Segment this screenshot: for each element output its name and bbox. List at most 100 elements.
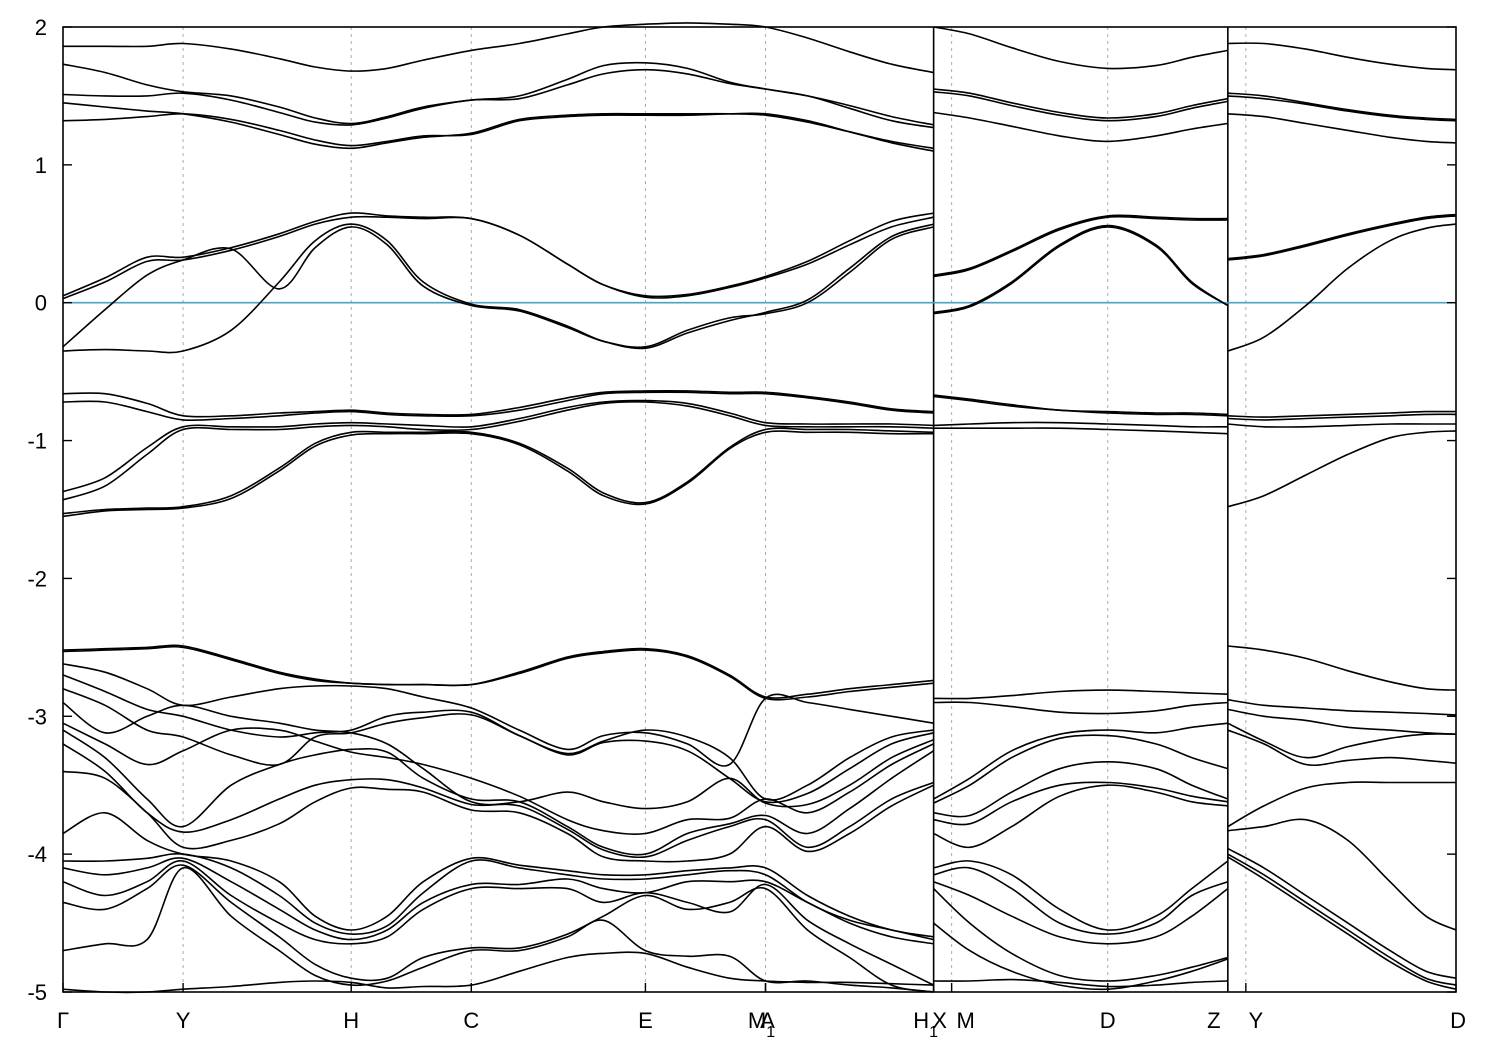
x-tick-label: A xyxy=(760,1008,775,1033)
band-line-s0-b8 xyxy=(62,226,934,349)
band-line-s0-b6 xyxy=(62,215,934,300)
band-line-s0-b14 xyxy=(62,430,934,518)
band-line-s1-b19 xyxy=(933,860,1229,931)
band-line-s2-b3 xyxy=(1227,113,1457,144)
band-line-s1-b4 xyxy=(933,214,1228,276)
segment-break-lines xyxy=(932,27,1229,992)
band-line-s1-b22 xyxy=(933,888,1229,982)
band-line-s0-b27 xyxy=(62,857,934,945)
band-line-s0-b31 xyxy=(62,951,934,994)
band-line-s0-b18 xyxy=(62,674,934,801)
band-line-s2-b0 xyxy=(1227,42,1457,71)
band-line-s2-b19 xyxy=(1227,853,1457,986)
band-line-s0-b15 xyxy=(62,644,934,699)
band-line-s1-b15 xyxy=(933,734,1229,804)
band-line-s2-b11 xyxy=(1227,645,1457,691)
band-line-s2-b10 xyxy=(1227,430,1457,508)
x-tick-label: M xyxy=(956,1008,974,1033)
band-line-s1-b2 xyxy=(933,91,1228,122)
x-tick-label: Γ xyxy=(57,1008,69,1033)
plot-frame xyxy=(62,26,1457,993)
band-line-s2-b14 xyxy=(1227,722,1457,759)
band-line-s0-b29 xyxy=(62,864,934,993)
x-tick-label: Y xyxy=(1249,1008,1264,1033)
band-line-s2-b9 xyxy=(1227,423,1456,428)
band-line-s0-b26 xyxy=(62,852,934,941)
band-line-s2-b16 xyxy=(1227,781,1456,828)
band-line-s1-b20 xyxy=(933,866,1229,935)
band-line-s0-b13 xyxy=(62,427,934,515)
band-line-s2-b5 xyxy=(1227,215,1457,261)
band-line-s0-b7 xyxy=(62,223,934,354)
band-line-s2-b20 xyxy=(1227,856,1457,990)
band-line-s1-b3 xyxy=(933,111,1228,143)
band-line-s1-b5 xyxy=(933,215,1228,278)
band-line-s0-b30 xyxy=(62,867,934,993)
band-line-s0-b23 xyxy=(62,743,934,859)
y-tick-label: -4 xyxy=(27,842,47,867)
band-line-s0-b17 xyxy=(62,663,934,767)
band-line-s0-b11 xyxy=(62,399,934,493)
band-line-s2-b12 xyxy=(1227,698,1457,716)
band-line-s2-b17 xyxy=(1227,818,1457,931)
y-tick-label: -1 xyxy=(27,429,47,454)
x-tick-label: D xyxy=(1100,1008,1116,1033)
band-line-s0-b24 xyxy=(62,770,934,863)
band-line-s0-b25 xyxy=(62,811,934,938)
band-line-s0-b4 xyxy=(62,112,934,152)
band-line-s2-b6 xyxy=(1227,223,1457,352)
band-line-s2-b4 xyxy=(1227,213,1457,260)
band-line-s0-b28 xyxy=(62,860,934,986)
band-line-s1-b18 xyxy=(933,784,1228,849)
band-line-s1-b0 xyxy=(933,26,1228,70)
x-tick-label: C xyxy=(463,1008,479,1033)
y-tick-label: 1 xyxy=(35,153,47,178)
x-tick-label: Z xyxy=(1207,1008,1220,1033)
band-line-s1-b17 xyxy=(933,781,1228,826)
band-line-s2-b15 xyxy=(1227,729,1457,766)
band-line-s0-b0 xyxy=(63,22,934,74)
x-tick-label: X xyxy=(932,1008,947,1033)
y-tick-label: -2 xyxy=(27,566,47,591)
band-line-s1-b6 xyxy=(933,224,1229,314)
y-tick-label: -3 xyxy=(27,704,47,729)
x-tick-label-subscript: 1 xyxy=(929,1024,938,1041)
band-line-s0-b3 xyxy=(62,102,934,150)
band-line-s2-b7 xyxy=(1227,410,1457,418)
band-line-s0-b2 xyxy=(62,68,934,129)
band-line-s0-b21 xyxy=(62,722,934,835)
grid-lines xyxy=(182,27,1247,992)
x-tick-label: H xyxy=(343,1008,359,1033)
x-tick-label-subscript: 1 xyxy=(766,1024,775,1041)
band-line-s1-b24 xyxy=(933,978,1228,988)
x-tick-label: Y xyxy=(176,1008,191,1033)
y-tick-label: -5 xyxy=(27,980,47,1005)
band-line-s1-b10 xyxy=(933,421,1228,428)
band-line-s1-b16 xyxy=(933,760,1229,818)
band-line-s2-b18 xyxy=(1227,847,1457,979)
y-tick-label: 0 xyxy=(35,291,47,316)
x-tick-label: E xyxy=(638,1008,653,1033)
band-line-s1-b7 xyxy=(933,226,1229,315)
y-axis-ticks: 2 1 0 -1 -2 -3 -4 -5 xyxy=(27,15,1456,1005)
band-line-s0-b22 xyxy=(62,729,935,856)
band-line-s1-b9 xyxy=(933,395,1228,417)
band-line-s1-b14 xyxy=(933,722,1228,800)
band-line-s1-b12 xyxy=(933,689,1228,700)
band-line-s1-b11 xyxy=(933,427,1228,435)
x-tick-label: D xyxy=(1450,1008,1466,1033)
band-line-s1-b13 xyxy=(933,701,1228,715)
y-tick-label: 2 xyxy=(35,15,47,40)
band-line-s0-b12 xyxy=(62,401,934,501)
band-line-s0-b19 xyxy=(62,687,934,804)
band-line-s1-b23 xyxy=(933,922,1229,991)
band-line-s2-b8 xyxy=(1227,413,1457,421)
band-line-s1-b1 xyxy=(933,88,1228,119)
band-curves xyxy=(62,22,1457,994)
band-line-s2-b2 xyxy=(1227,95,1457,122)
band-line-s1-b21 xyxy=(933,880,1229,945)
band-line-s0-b10 xyxy=(62,391,934,422)
band-line-s2-b1 xyxy=(1227,92,1457,121)
band-line-s0-b9 xyxy=(62,389,934,418)
